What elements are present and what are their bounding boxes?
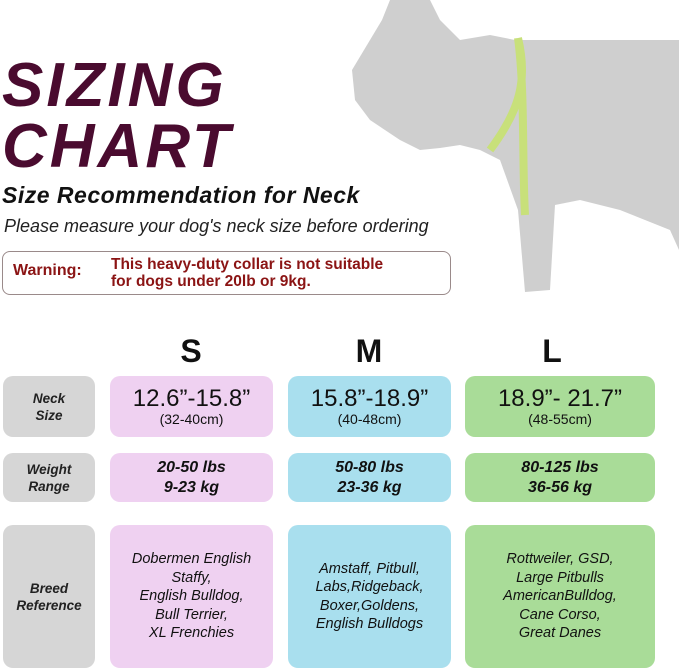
breed-line: Bull Terrier, bbox=[155, 606, 228, 623]
label-text: Breed bbox=[29, 580, 69, 596]
label-text: Size bbox=[35, 407, 63, 423]
neck-size-l: 18.9”- 21.7” (48-55cm) bbox=[465, 376, 655, 437]
breed-line: Large Pitbulls bbox=[516, 569, 604, 586]
subtitle: Size Recommendation for Neck bbox=[2, 182, 360, 208]
breed-line: Labs,Ridgeback, bbox=[315, 579, 424, 595]
weight-range-l: 80-125 lbs 36-56 kg bbox=[465, 453, 655, 502]
breed-line: AmericanBulldog, bbox=[503, 588, 617, 605]
breed-reference-s: Dobermen English Staffy, English Bulldog… bbox=[110, 525, 273, 668]
neck-inches: 15.8”-18.9” bbox=[310, 384, 429, 412]
label-text: Reference bbox=[16, 597, 82, 613]
neck-cm: (40-48cm) bbox=[337, 410, 402, 427]
title-line1: SIZING bbox=[2, 51, 227, 120]
size-header-s: S bbox=[180, 333, 202, 369]
warning-line1: This heavy-duty collar is not suitable bbox=[111, 256, 384, 273]
warning-label: Warning: bbox=[13, 262, 82, 279]
breed-line: Amstaff, Pitbull, bbox=[319, 560, 420, 577]
neck-size-s: 12.6”-15.8” (32-40cm) bbox=[110, 376, 273, 437]
breed-line: Staffy, bbox=[171, 569, 212, 586]
breed-reference-l: Rottweiler, GSD, Large Pitbulls American… bbox=[465, 525, 655, 668]
neck-inches: 18.9”- 21.7” bbox=[497, 384, 623, 412]
label-text: Neck bbox=[32, 390, 66, 406]
neck-cm: (48-55cm) bbox=[528, 410, 592, 427]
warning-text: This heavy-duty collar is not suitable f… bbox=[111, 256, 451, 290]
weight-lbs: 80-125 lbs bbox=[521, 458, 599, 476]
weight-kg: 23-36 kg bbox=[337, 478, 402, 496]
weight-lbs: 20-50 lbs bbox=[157, 458, 226, 476]
weight-lbs: 50-80 lbs bbox=[335, 458, 404, 476]
instruction: Please measure your dog's neck size befo… bbox=[4, 216, 429, 236]
size-header-m: M bbox=[355, 333, 383, 369]
row-label-breed-reference: Breed Reference bbox=[3, 525, 95, 668]
breed-line: XL Frenchies bbox=[148, 625, 235, 642]
breed-line: Rottweiler, GSD, bbox=[506, 551, 614, 568]
breed-line: Cane Corso, bbox=[519, 606, 601, 623]
breed-reference-m: Amstaff, Pitbull, Labs,Ridgeback, Boxer,… bbox=[288, 525, 451, 668]
breed-line: English Bulldog, bbox=[139, 588, 244, 605]
dog-silhouette-image bbox=[352, 0, 679, 292]
size-header-l: L bbox=[542, 333, 562, 369]
breed-line: Boxer,Goldens, bbox=[319, 597, 420, 614]
breed-line: English Bulldogs bbox=[315, 616, 424, 632]
neck-size-m: 15.8”-18.9” (40-48cm) bbox=[288, 376, 451, 437]
weight-range-s: 20-50 lbs 9-23 kg bbox=[110, 453, 273, 502]
weight-kg: 36-56 kg bbox=[527, 478, 593, 496]
row-label-neck-size: Neck Size bbox=[3, 376, 95, 437]
row-label-weight-range: Weight Range bbox=[3, 453, 95, 502]
label-text: Range bbox=[28, 478, 70, 494]
collar-measure-tape bbox=[486, 37, 529, 216]
label-text: Weight bbox=[26, 461, 72, 477]
warning-line2: for dogs under 20lb or 9kg. bbox=[111, 273, 311, 290]
breed-line: Great Danes bbox=[518, 625, 602, 642]
weight-kg: 9-23 kg bbox=[163, 478, 220, 496]
neck-inches: 12.6”-15.8” bbox=[132, 384, 251, 412]
neck-cm: (32-40cm) bbox=[159, 410, 224, 427]
weight-range-m: 50-80 lbs 23-36 kg bbox=[288, 453, 451, 502]
warning-box: Warning: This heavy-duty collar is not s… bbox=[2, 251, 451, 295]
breed-line: Dobermen English bbox=[131, 551, 252, 568]
title-line2: CHART bbox=[2, 112, 233, 181]
